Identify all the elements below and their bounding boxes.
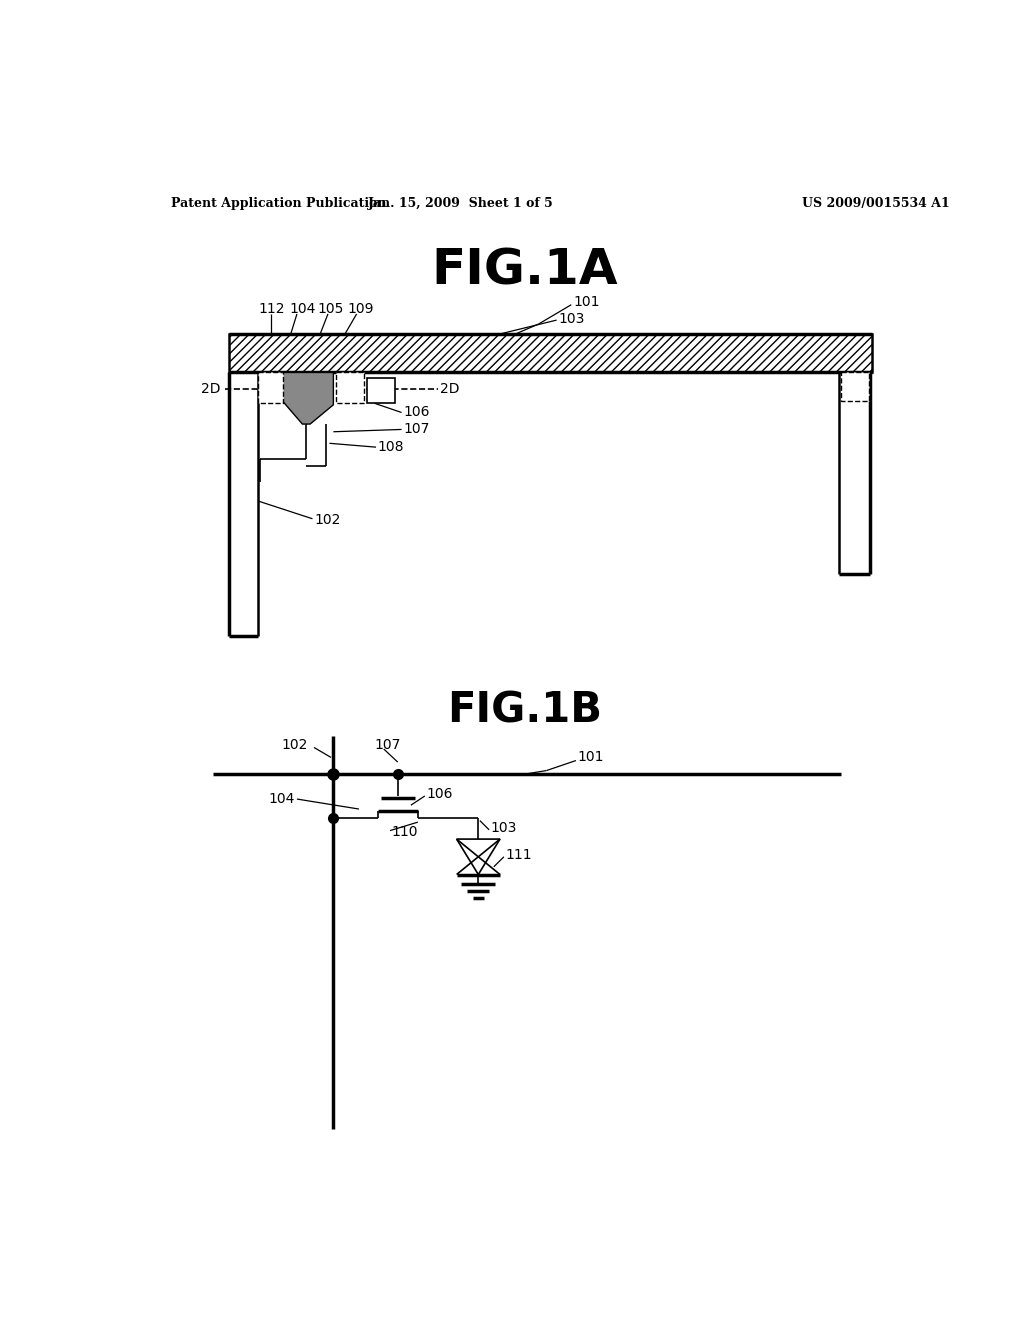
Text: US 2009/0015534 A1: US 2009/0015534 A1 bbox=[802, 197, 950, 210]
Bar bbox=[228, 334, 872, 372]
Text: 107: 107 bbox=[403, 422, 429, 437]
Text: 104: 104 bbox=[289, 302, 315, 317]
Polygon shape bbox=[280, 372, 334, 424]
Text: 2D: 2D bbox=[202, 383, 221, 396]
Text: Jan. 15, 2009  Sheet 1 of 5: Jan. 15, 2009 Sheet 1 of 5 bbox=[369, 197, 554, 210]
Text: 109: 109 bbox=[347, 302, 374, 317]
Text: 111: 111 bbox=[506, 849, 532, 862]
Text: 102: 102 bbox=[314, 513, 340, 527]
Bar bbox=[367, 378, 395, 404]
Bar bbox=[336, 372, 365, 404]
Text: FIG.1B: FIG.1B bbox=[447, 689, 602, 731]
Text: 103: 103 bbox=[558, 312, 585, 326]
Text: 106: 106 bbox=[426, 788, 453, 801]
Bar bbox=[258, 372, 283, 404]
Text: 106: 106 bbox=[403, 405, 430, 420]
Text: 110: 110 bbox=[391, 825, 418, 840]
Text: 2D: 2D bbox=[440, 383, 460, 396]
Text: 104: 104 bbox=[268, 792, 295, 807]
Text: 103: 103 bbox=[490, 821, 517, 836]
Text: 108: 108 bbox=[378, 440, 404, 454]
Text: 101: 101 bbox=[573, 294, 600, 309]
Text: FIG.1A: FIG.1A bbox=[431, 247, 618, 294]
Text: 112: 112 bbox=[258, 302, 285, 317]
Text: Patent Application Publication: Patent Application Publication bbox=[171, 197, 386, 210]
Text: 107: 107 bbox=[375, 738, 400, 752]
Bar bbox=[841, 372, 869, 401]
Text: 101: 101 bbox=[578, 751, 604, 764]
Text: 102: 102 bbox=[282, 738, 308, 752]
Text: 105: 105 bbox=[317, 302, 344, 317]
